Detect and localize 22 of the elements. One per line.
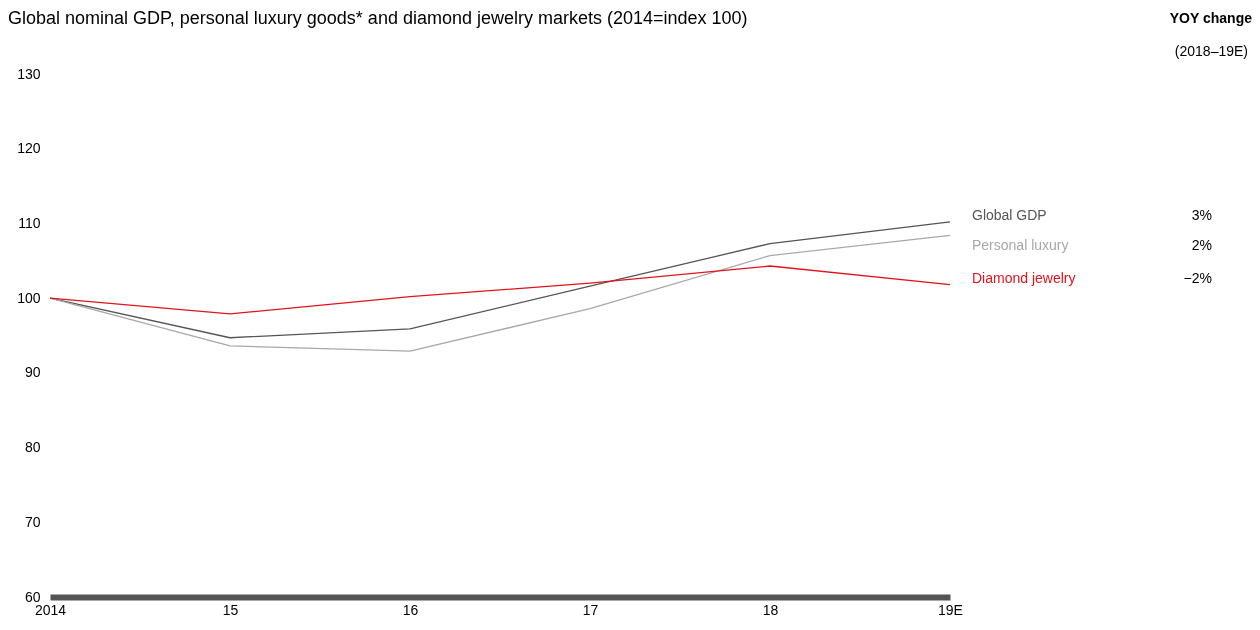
y-tick-label: 70 bbox=[24, 513, 41, 530]
y-tick-label: 100 bbox=[17, 289, 41, 306]
x-tick-label: 19E bbox=[938, 601, 963, 618]
x-tick-label: 16 bbox=[402, 601, 419, 618]
y-tick-label: 80 bbox=[24, 439, 41, 456]
series-label: Global GDP bbox=[972, 206, 1047, 223]
y-tick-label: 90 bbox=[24, 364, 41, 381]
x-tick-label: 15 bbox=[222, 601, 239, 618]
text: YOY change bbox=[1169, 10, 1253, 26]
text: −2% bbox=[1183, 269, 1212, 286]
x-tick-label: 18 bbox=[762, 601, 779, 618]
x-tick-label: 17 bbox=[582, 601, 599, 618]
line-series bbox=[49, 265, 951, 315]
text: 2% bbox=[1191, 236, 1212, 253]
y-tick-label: 110 bbox=[18, 214, 41, 231]
series-label: Personal luxury bbox=[972, 236, 1069, 253]
y-tick-label: 120 bbox=[17, 140, 41, 157]
y-tick-label: 130 bbox=[17, 65, 41, 82]
text: (2018–19E) bbox=[1174, 43, 1248, 59]
text: 3% bbox=[1191, 206, 1212, 223]
chart-title: Global nominal GDP, personal luxury goods* and diamond jewelry markets (2014=index 100) bbox=[8, 8, 748, 28]
series-label: Diamond jewelry bbox=[972, 269, 1076, 286]
